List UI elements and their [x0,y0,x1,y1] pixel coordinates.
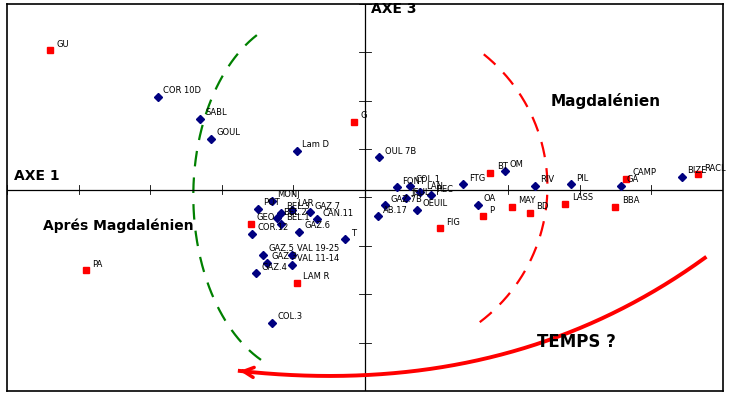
Text: BD: BD [536,202,548,211]
Text: OUL 7B: OUL 7B [385,147,416,156]
Text: BEL.2: BEL.2 [283,208,307,217]
Text: OM: OM [510,160,523,169]
Text: COL.1: COL.1 [415,175,440,184]
Text: Aprés Magdalénien: Aprés Magdalénien [43,218,193,233]
Text: LAN: LAN [426,182,443,191]
Text: VAL 19-25: VAL 19-25 [297,244,339,253]
Text: GA: GA [626,175,638,184]
Text: GAZ.4: GAZ.4 [261,263,287,272]
Text: FTG: FTG [469,174,485,182]
Text: GAZ.7: GAZ.7 [315,201,341,211]
Text: COR 10D: COR 10D [163,86,201,95]
Text: POT: POT [263,198,280,207]
Text: AXE 1: AXE 1 [15,169,60,183]
Text: BEL.3: BEL.3 [286,202,310,211]
Text: OA: OA [483,194,495,203]
Text: COL.3: COL.3 [277,312,302,322]
Text: Lam D: Lam D [302,141,329,149]
Text: MAY: MAY [518,196,536,205]
Text: G: G [361,111,367,120]
Text: LAR: LAR [297,199,314,208]
Text: FIG: FIG [447,218,461,227]
Text: GAZ.3: GAZ.3 [272,252,298,261]
Text: BT: BT [496,162,507,171]
Text: AXE 3: AXE 3 [372,2,417,16]
Text: CAN.11: CAN.11 [322,209,353,218]
Text: OEUIL: OEUIL [422,199,447,208]
Text: RIV: RIV [540,175,554,184]
Text: GOUL: GOUL [217,128,240,137]
Text: GEO: GEO [257,213,275,222]
Text: CAMP: CAMP [633,168,656,177]
Text: RACL: RACL [704,164,726,173]
Text: Magdalénien: Magdalénien [551,93,661,109]
Text: PIL: PIL [576,174,588,182]
Text: VAL 11-14: VAL 11-14 [297,254,339,263]
Text: AB.17: AB.17 [383,205,408,214]
Text: BIZE: BIZE [687,166,707,175]
Text: LAM R: LAM R [304,272,330,281]
Text: TEMPS ?: TEMPS ? [537,333,615,351]
Text: T: T [350,229,356,238]
Text: LASS: LASS [572,193,593,202]
Text: REC: REC [437,185,453,194]
Text: BEL.1: BEL.1 [286,213,310,222]
Text: GU: GU [57,40,69,49]
Text: SABL: SABL [206,108,228,117]
Text: GAZ.6: GAZ.6 [304,221,330,230]
Text: MONJ: MONJ [277,190,300,199]
Text: JEUL: JEUL [412,188,430,197]
Text: P: P [490,205,495,214]
Text: GAZ.7B: GAZ.7B [390,195,422,204]
Text: BBA: BBA [622,196,639,205]
Text: FONT: FONT [402,177,426,186]
Text: GAZ.5: GAZ.5 [269,244,294,253]
Text: COR.12: COR.12 [258,223,289,232]
Text: PA: PA [93,260,103,269]
